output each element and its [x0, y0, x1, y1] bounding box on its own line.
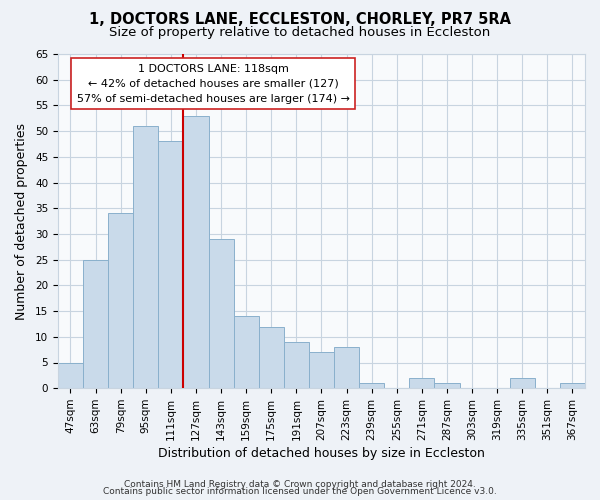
Bar [334, 347, 359, 388]
Bar [83, 260, 108, 388]
Bar [259, 326, 284, 388]
Text: 1, DOCTORS LANE, ECCLESTON, CHORLEY, PR7 5RA: 1, DOCTORS LANE, ECCLESTON, CHORLEY, PR7… [89, 12, 511, 28]
Y-axis label: Number of detached properties: Number of detached properties [15, 122, 28, 320]
Bar [209, 239, 233, 388]
Bar [108, 214, 133, 388]
Bar [409, 378, 434, 388]
Bar [560, 383, 585, 388]
Bar [233, 316, 259, 388]
Text: 1 DOCTORS LANE: 118sqm
← 42% of detached houses are smaller (127)
57% of semi-de: 1 DOCTORS LANE: 118sqm ← 42% of detached… [77, 64, 350, 104]
Bar [434, 383, 460, 388]
Bar [158, 142, 184, 388]
Bar [309, 352, 334, 388]
Bar [510, 378, 535, 388]
Bar [359, 383, 384, 388]
Bar [133, 126, 158, 388]
Text: Contains public sector information licensed under the Open Government Licence v3: Contains public sector information licen… [103, 487, 497, 496]
Bar [284, 342, 309, 388]
Text: Size of property relative to detached houses in Eccleston: Size of property relative to detached ho… [109, 26, 491, 39]
Bar [184, 116, 209, 388]
X-axis label: Distribution of detached houses by size in Eccleston: Distribution of detached houses by size … [158, 447, 485, 460]
Text: Contains HM Land Registry data © Crown copyright and database right 2024.: Contains HM Land Registry data © Crown c… [124, 480, 476, 489]
Bar [58, 362, 83, 388]
